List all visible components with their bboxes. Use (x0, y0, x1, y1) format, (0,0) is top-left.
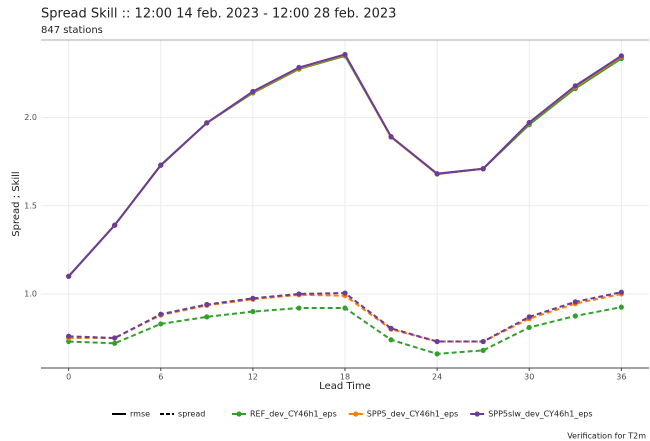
x-tick-label: 18 (340, 373, 350, 382)
point (480, 347, 486, 353)
legend-label: REF_dev_CY46h1_eps (250, 410, 337, 419)
y-tick-label: 2.0 (24, 113, 37, 122)
point (388, 134, 394, 140)
point (388, 337, 394, 343)
point (342, 305, 348, 311)
point (480, 338, 486, 345)
point (388, 325, 394, 331)
y-tick-label: 1.5 (24, 201, 37, 210)
legend-key (236, 411, 242, 417)
point (526, 314, 532, 320)
point (112, 222, 118, 228)
x-tick-label: 36 (616, 373, 626, 382)
point (434, 171, 440, 177)
point (204, 301, 210, 308)
point (572, 83, 578, 89)
x-axis-label: Lead Time (319, 381, 371, 392)
legend-label: SPP5slw_dev_CY46h1_eps (488, 410, 592, 419)
point (342, 290, 348, 296)
x-tick-label: 30 (524, 373, 534, 382)
legend-key (353, 411, 359, 417)
legend-label: spread (178, 410, 205, 419)
point (296, 291, 302, 297)
point (618, 289, 624, 295)
point (250, 295, 256, 301)
chart-title: Spread Skill :: 12:00 14 feb. 2023 - 12:… (41, 7, 396, 22)
y-tick-label: 1.0 (24, 289, 37, 298)
point (66, 333, 72, 339)
point (204, 314, 210, 320)
point (434, 338, 440, 345)
point (112, 335, 118, 341)
point (480, 166, 486, 172)
point (66, 273, 72, 279)
point (112, 340, 118, 346)
point (158, 311, 164, 317)
legend-label: rmse (130, 410, 150, 419)
caption: Verification for T2m (567, 432, 646, 441)
point (158, 162, 164, 168)
legend-label: SPP5_dev_CY46h1_eps (367, 410, 458, 419)
point (526, 119, 532, 126)
point (296, 64, 302, 71)
point (250, 88, 256, 95)
point (572, 299, 578, 305)
point (158, 321, 164, 327)
point (618, 304, 624, 310)
point (434, 351, 440, 357)
point (342, 51, 348, 58)
x-tick-label: 12 (248, 373, 258, 382)
point (296, 305, 302, 311)
y-axis-label: Spread ; Skill (11, 171, 22, 236)
point (250, 308, 256, 315)
chart-subtitle: 847 stations (41, 25, 103, 36)
x-tick-label: 0 (66, 373, 71, 382)
point (618, 53, 624, 59)
x-tick-label: 6 (158, 373, 163, 382)
point (572, 313, 578, 319)
point (526, 324, 532, 331)
point (204, 120, 210, 126)
legend-key (474, 411, 480, 417)
x-tick-label: 24 (432, 373, 442, 382)
